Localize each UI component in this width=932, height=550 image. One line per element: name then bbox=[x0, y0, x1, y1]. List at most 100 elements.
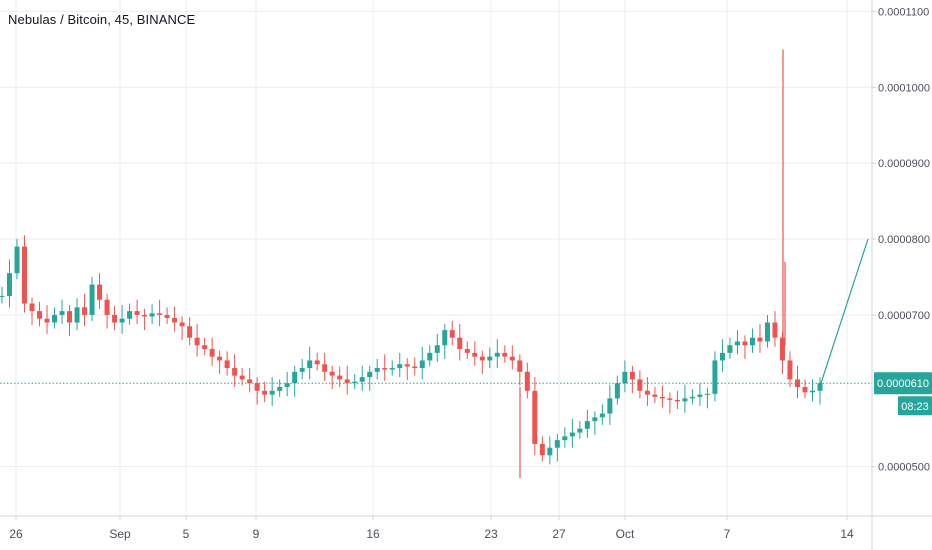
candle-body[interactable] bbox=[209, 349, 215, 357]
candle-body[interactable] bbox=[14, 246, 20, 274]
candle-body[interactable] bbox=[712, 360, 718, 394]
candle-body[interactable] bbox=[149, 313, 155, 317]
candle-body[interactable] bbox=[202, 345, 208, 350]
candle-body[interactable] bbox=[284, 383, 290, 387]
candle-body[interactable] bbox=[757, 337, 763, 342]
candle-body[interactable] bbox=[554, 440, 560, 448]
candle-body[interactable] bbox=[239, 375, 245, 380]
candle-body[interactable] bbox=[577, 428, 583, 433]
candle-body[interactable] bbox=[277, 387, 283, 391]
candle-body[interactable] bbox=[494, 352, 500, 357]
projection-line[interactable] bbox=[819, 238, 869, 387]
candle-body[interactable] bbox=[502, 352, 508, 357]
candle-body[interactable] bbox=[367, 371, 373, 378]
candle-body[interactable] bbox=[644, 390, 650, 395]
candle-body[interactable] bbox=[322, 364, 328, 372]
candle-body[interactable] bbox=[374, 368, 380, 372]
candle-body[interactable] bbox=[0, 295, 5, 297]
candle-body[interactable] bbox=[127, 311, 133, 319]
candle-body[interactable] bbox=[104, 299, 110, 315]
candle-body[interactable] bbox=[652, 394, 658, 397]
candle-body[interactable] bbox=[674, 399, 680, 402]
candle-body[interactable] bbox=[142, 314, 148, 317]
candle-body[interactable] bbox=[89, 284, 95, 315]
candle-body[interactable] bbox=[464, 349, 470, 353]
candle-body[interactable] bbox=[727, 345, 733, 353]
candle-body[interactable] bbox=[22, 246, 28, 304]
candle-body[interactable] bbox=[547, 447, 553, 456]
price-series[interactable] bbox=[0, 49, 869, 479]
candle-body[interactable] bbox=[539, 443, 545, 456]
candle-body[interactable] bbox=[164, 314, 170, 318]
candle-body[interactable] bbox=[292, 371, 298, 384]
candle-body[interactable] bbox=[254, 383, 260, 391]
candle-body[interactable] bbox=[37, 311, 43, 319]
candle-body[interactable] bbox=[397, 364, 403, 369]
candle-body[interactable] bbox=[97, 284, 103, 300]
candle-body[interactable] bbox=[217, 356, 223, 361]
candle-body[interactable] bbox=[262, 390, 268, 395]
candle-body[interactable] bbox=[52, 314, 58, 323]
candle-body[interactable] bbox=[232, 368, 238, 376]
candle-body[interactable] bbox=[817, 383, 823, 391]
candle-body[interactable] bbox=[629, 371, 635, 380]
candle-body[interactable] bbox=[809, 390, 815, 393]
candle-body[interactable] bbox=[457, 337, 463, 350]
candle-body[interactable] bbox=[802, 387, 808, 393]
candle-body[interactable] bbox=[524, 371, 530, 391]
candle-body[interactable] bbox=[667, 398, 673, 400]
candle-body[interactable] bbox=[569, 432, 575, 437]
candle-body[interactable] bbox=[472, 352, 478, 357]
candle-body[interactable] bbox=[787, 360, 793, 380]
candle-body[interactable] bbox=[689, 396, 695, 399]
candle-body[interactable] bbox=[74, 307, 80, 323]
candle-body[interactable] bbox=[749, 337, 755, 346]
candle-body[interactable] bbox=[352, 381, 358, 384]
candle-body[interactable] bbox=[224, 360, 230, 369]
candle-body[interactable] bbox=[337, 375, 343, 380]
candle-body[interactable] bbox=[449, 330, 455, 338]
candle-body[interactable] bbox=[584, 421, 590, 429]
candle-body[interactable] bbox=[329, 371, 335, 376]
candle-body[interactable] bbox=[112, 314, 118, 323]
candle-body[interactable] bbox=[172, 317, 178, 323]
candle-body[interactable] bbox=[269, 390, 275, 395]
candle-body[interactable] bbox=[704, 393, 710, 395]
candle-body[interactable] bbox=[562, 436, 568, 441]
candle-body[interactable] bbox=[82, 307, 88, 315]
candle-body[interactable] bbox=[404, 364, 410, 367]
candle-body[interactable] bbox=[59, 311, 65, 315]
candle-body[interactable] bbox=[29, 303, 35, 312]
candle-body[interactable] bbox=[412, 366, 418, 369]
candle-body[interactable] bbox=[44, 318, 50, 323]
candle-body[interactable] bbox=[7, 273, 13, 296]
candle-body[interactable] bbox=[659, 396, 665, 399]
candle-body[interactable] bbox=[764, 322, 770, 342]
candle-body[interactable] bbox=[344, 379, 350, 384]
candle-body[interactable] bbox=[427, 352, 433, 361]
candle-body[interactable] bbox=[532, 390, 538, 444]
candle-body[interactable] bbox=[637, 379, 643, 391]
candle-body[interactable] bbox=[479, 356, 485, 361]
candle-body[interactable] bbox=[622, 371, 628, 384]
candle-body[interactable] bbox=[719, 352, 725, 361]
candle-body[interactable] bbox=[599, 413, 605, 418]
candle-body[interactable] bbox=[187, 326, 193, 338]
candle-body[interactable] bbox=[382, 368, 388, 370]
candle-body[interactable] bbox=[434, 345, 440, 353]
candle-body[interactable] bbox=[442, 330, 448, 346]
candle-body[interactable] bbox=[314, 360, 320, 365]
candle-body[interactable] bbox=[517, 360, 523, 372]
candle-body[interactable] bbox=[359, 377, 365, 382]
candle-body[interactable] bbox=[67, 311, 73, 323]
candle-body[interactable] bbox=[742, 341, 748, 346]
candle-body[interactable] bbox=[134, 311, 140, 315]
candle-body[interactable] bbox=[389, 368, 395, 370]
candle-body[interactable] bbox=[509, 356, 515, 361]
candle-body[interactable] bbox=[307, 360, 313, 369]
candle-body[interactable] bbox=[607, 398, 613, 414]
candle-body[interactable] bbox=[157, 313, 163, 315]
candle-body[interactable] bbox=[247, 379, 253, 384]
candle-body[interactable] bbox=[487, 356, 493, 361]
